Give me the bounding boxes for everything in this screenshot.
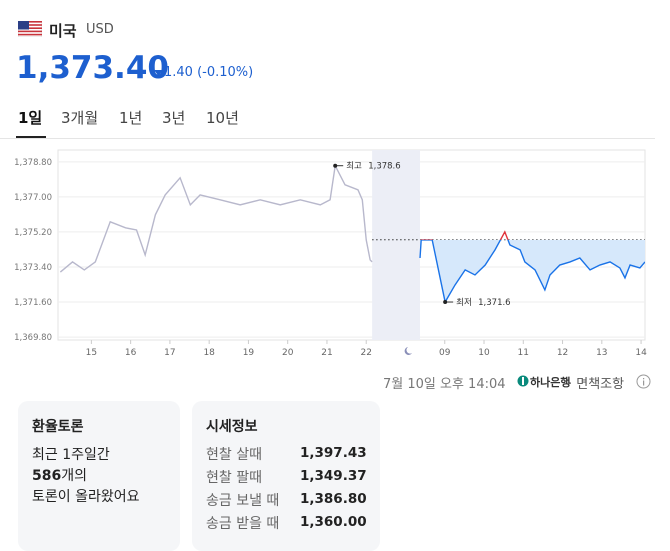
tab[interactable]: 1년 xyxy=(119,109,143,127)
y-tick-label: 1,371.60 xyxy=(14,298,52,308)
quote-label: 현찰 팔때 xyxy=(206,470,262,486)
closed-market xyxy=(372,150,421,340)
x-tick-label: 16 xyxy=(125,348,137,358)
annotation-value: 1,371.6 xyxy=(478,298,510,308)
card-text: 최근 1주일간 xyxy=(32,447,110,463)
y-tick-label: 1,378.80 xyxy=(14,158,52,168)
divider xyxy=(0,138,655,139)
x-tick-label: 22 xyxy=(360,348,371,358)
annotation-value: 1,378.6 xyxy=(368,162,400,172)
currency: USD xyxy=(86,22,114,37)
quote-value: 1,386.80 xyxy=(300,491,367,507)
y-tick-label: 1,377.00 xyxy=(14,193,52,203)
x-tick-label: 12 xyxy=(557,348,568,358)
disclaimer[interactable]: · 면책조항 xyxy=(568,377,625,392)
card-text: 토론이 올라왔어요 xyxy=(32,489,140,505)
x-tick-label: 11 xyxy=(518,348,529,358)
quote-value: 1,349.37 xyxy=(300,468,367,484)
moon-icon xyxy=(404,347,413,355)
rate: 1,373.40 xyxy=(16,50,169,86)
tab[interactable]: 1일 xyxy=(18,109,43,127)
flag-icon xyxy=(18,21,42,37)
quote-label: 현찰 살때 xyxy=(206,447,262,463)
annotation-dot xyxy=(333,163,338,168)
line xyxy=(419,239,645,304)
quotes-card: 시세정보 현찰 살때 1,397.43 현찰 팔때 1,349.37 송금 보낼 때 1,… xyxy=(192,401,380,551)
x-tick-label: 18 xyxy=(203,348,215,358)
x-tick-label: 09 xyxy=(439,348,451,358)
x-tick-label: 10 xyxy=(478,348,490,358)
count: 586 xyxy=(32,468,62,484)
annotation-label: 최저 xyxy=(456,297,472,308)
change: 1.40 (-0.10%) xyxy=(164,65,254,80)
y-tick-label: 1,369.80 xyxy=(14,333,52,343)
bank: 하나은행 xyxy=(530,376,571,389)
discussion-card[interactable]: 환율토론 최근 1주일간 586개의 토론이 올라왔어요 xyxy=(18,401,180,551)
quote-value: 1,397.43 xyxy=(300,445,367,461)
tab[interactable]: 10년 xyxy=(206,109,239,127)
area xyxy=(420,239,645,303)
card-title: 환율토론 xyxy=(32,419,84,435)
chart: 1,369.80 1,371.60 1,373.40 1,375.20 1,377.00… xyxy=(14,149,647,358)
y-tick-label: 1,375.20 xyxy=(14,228,52,238)
x-tick-label: 17 xyxy=(164,348,175,358)
card-title: 시세정보 xyxy=(206,419,258,435)
annotation-label: 최고 xyxy=(346,161,362,172)
x-tick-label: 15 xyxy=(86,348,97,358)
x-tick-label: 19 xyxy=(243,348,255,358)
y-tick-label: 1,373.40 xyxy=(14,263,52,273)
page: 미국 USD 1,373.40 1.40 (-0.10%) 1,369.80 1,… xyxy=(0,21,655,532)
line xyxy=(59,163,373,273)
card-text: 개의 xyxy=(61,468,87,484)
x-tick-label: 13 xyxy=(596,348,607,358)
annotation-dot xyxy=(443,300,448,305)
quote-value: 1,360.00 xyxy=(300,514,367,530)
country: 미국 xyxy=(49,22,77,40)
quote-label: 송금 받을 때 xyxy=(206,516,280,532)
tab[interactable]: 3년 xyxy=(162,109,186,127)
x-tick-label: 14 xyxy=(635,348,647,358)
bank-logo xyxy=(517,375,529,387)
quote-label: 송금 보낼 때 xyxy=(206,493,280,509)
timestamp: 7월 10일 오후 14:04 xyxy=(383,377,506,392)
x-tick-label: 20 xyxy=(282,348,294,358)
down-arrow xyxy=(154,70,163,76)
x-tick-label: 21 xyxy=(321,348,332,358)
tab-underline xyxy=(16,136,46,138)
tab[interactable]: 3개월 xyxy=(61,109,99,127)
info-icon[interactable] xyxy=(636,374,651,389)
